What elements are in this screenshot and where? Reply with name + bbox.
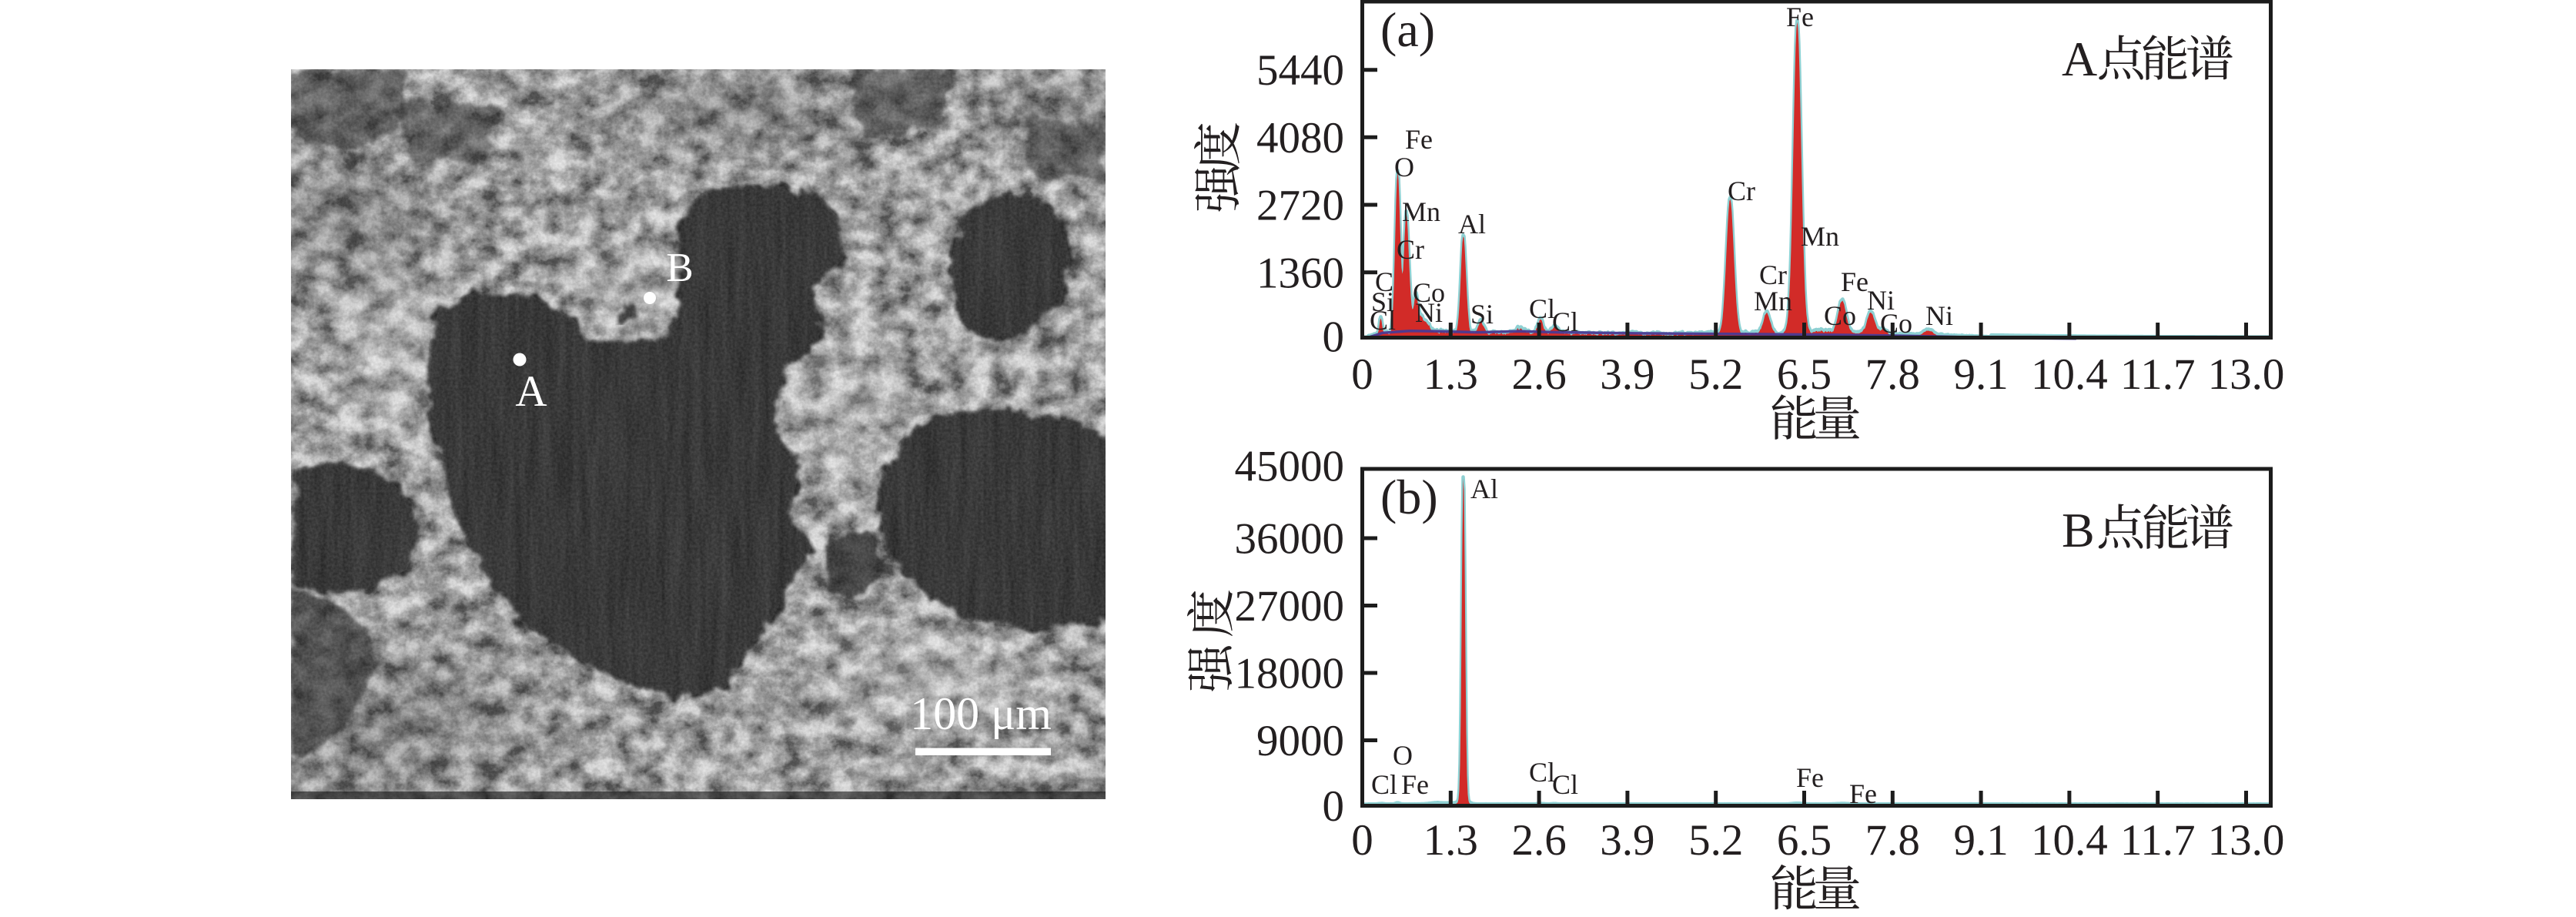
svg-text:Cr: Cr bbox=[1759, 259, 1787, 290]
svg-text:Cr: Cr bbox=[1728, 176, 1755, 206]
svg-text:Ni: Ni bbox=[1925, 300, 1953, 331]
svg-text:1.3: 1.3 bbox=[1423, 816, 1478, 865]
svg-text:2.6: 2.6 bbox=[1511, 816, 1566, 865]
svg-text:11.7: 11.7 bbox=[2120, 350, 2196, 399]
svg-text:6.5: 6.5 bbox=[1777, 350, 1832, 399]
svg-text:13.0: 13.0 bbox=[2208, 816, 2285, 865]
svg-text:Fe: Fe bbox=[1401, 769, 1429, 800]
svg-text:36000: 36000 bbox=[1235, 515, 1345, 564]
svg-text:(a): (a) bbox=[1380, 2, 1435, 57]
svg-text:Si: Si bbox=[1371, 286, 1394, 317]
svg-text:3.9: 3.9 bbox=[1600, 816, 1654, 865]
svg-text:Cl: Cl bbox=[1370, 305, 1396, 336]
svg-text:0: 0 bbox=[1323, 782, 1345, 831]
svg-text:Cl: Cl bbox=[1371, 769, 1397, 800]
svg-text:A: A bbox=[2062, 32, 2097, 86]
svg-text:Ni: Ni bbox=[1867, 285, 1895, 316]
svg-text:Fe: Fe bbox=[1849, 778, 1877, 809]
svg-text:9000: 9000 bbox=[1256, 717, 1344, 765]
svg-text:45000: 45000 bbox=[1235, 443, 1345, 491]
svg-text:5.2: 5.2 bbox=[1688, 350, 1743, 399]
svg-text:6.5: 6.5 bbox=[1777, 816, 1832, 865]
svg-text:Cl: Cl bbox=[1529, 293, 1555, 324]
svg-text:O: O bbox=[1393, 740, 1413, 771]
svg-text:3.9: 3.9 bbox=[1600, 350, 1654, 399]
svg-text:1360: 1360 bbox=[1256, 249, 1344, 297]
svg-text:2720: 2720 bbox=[1256, 182, 1344, 230]
svg-text:1.3: 1.3 bbox=[1423, 350, 1478, 399]
svg-text:100 μm: 100 μm bbox=[910, 688, 1052, 739]
svg-text:Mn: Mn bbox=[1801, 221, 1839, 252]
svg-text:7.8: 7.8 bbox=[1865, 350, 1920, 399]
svg-text:Fe: Fe bbox=[1405, 124, 1433, 155]
svg-text:7.8: 7.8 bbox=[1865, 816, 1920, 865]
svg-text:10.4: 10.4 bbox=[2031, 816, 2108, 865]
svg-text:Mn: Mn bbox=[1402, 196, 1440, 227]
svg-text:C: C bbox=[1375, 266, 1393, 297]
svg-text:2.6: 2.6 bbox=[1511, 350, 1566, 399]
svg-text:Cl: Cl bbox=[1529, 757, 1555, 788]
svg-text:0: 0 bbox=[1351, 816, 1373, 865]
svg-text:0: 0 bbox=[1323, 313, 1345, 362]
svg-text:Cr: Cr bbox=[1397, 234, 1424, 265]
svg-text:Co: Co bbox=[1824, 300, 1856, 331]
svg-text:Fe: Fe bbox=[1796, 762, 1824, 793]
svg-text:Fe: Fe bbox=[1841, 266, 1868, 297]
svg-text:11.7: 11.7 bbox=[2120, 816, 2196, 865]
svg-text:Cl: Cl bbox=[1552, 769, 1578, 800]
svg-text:9.1: 9.1 bbox=[1953, 816, 2008, 865]
svg-text:Fe: Fe bbox=[1786, 2, 1814, 32]
svg-text:Co: Co bbox=[1880, 308, 1912, 339]
svg-text:Al: Al bbox=[1470, 474, 1498, 504]
svg-text:B: B bbox=[666, 246, 693, 290]
svg-text:27000: 27000 bbox=[1235, 582, 1345, 631]
svg-text:Cl: Cl bbox=[1552, 306, 1578, 337]
svg-text:O: O bbox=[1394, 152, 1414, 182]
svg-text:Si: Si bbox=[1470, 299, 1494, 330]
svg-text:A: A bbox=[515, 367, 547, 416]
svg-text:4080: 4080 bbox=[1256, 114, 1344, 162]
svg-text:Al: Al bbox=[1458, 209, 1486, 239]
svg-text:Ni: Ni bbox=[1415, 297, 1443, 328]
svg-text:13.0: 13.0 bbox=[2208, 350, 2285, 399]
svg-text:Mn: Mn bbox=[1754, 286, 1792, 316]
svg-text:(b): (b) bbox=[1380, 470, 1438, 524]
svg-text:5.2: 5.2 bbox=[1688, 816, 1743, 865]
svg-text:B: B bbox=[2062, 503, 2095, 557]
svg-text:10.4: 10.4 bbox=[2031, 350, 2108, 399]
svg-text:9.1: 9.1 bbox=[1953, 350, 2008, 399]
svg-text:5440: 5440 bbox=[1256, 46, 1344, 95]
svg-text:0: 0 bbox=[1351, 350, 1373, 399]
svg-text:Co: Co bbox=[1413, 277, 1445, 308]
svg-text:18000: 18000 bbox=[1235, 650, 1345, 698]
